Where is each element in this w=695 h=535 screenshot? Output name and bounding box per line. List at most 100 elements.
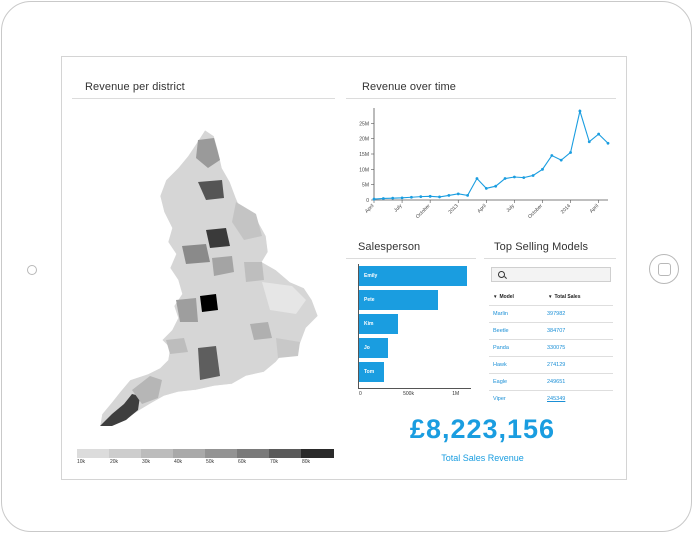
revenue-series-line (373, 108, 609, 200)
total-sales-cell[interactable]: 330075 (547, 345, 566, 351)
total-sales-cell[interactable]: 397982 (547, 311, 566, 317)
salesperson-bar-label: Emily (364, 273, 378, 279)
revenue-data-point[interactable] (419, 195, 423, 199)
salesperson-x-tick-label: 500k (403, 391, 414, 397)
revenue-data-point[interactable] (513, 175, 516, 179)
time-panel-title: Revenue over time (362, 81, 457, 93)
revenue-data-point[interactable] (606, 141, 610, 145)
camera-icon (27, 265, 37, 275)
y-tick-label: 15M (359, 152, 369, 158)
legend-swatch (141, 449, 173, 458)
revenue-data-point[interactable] (494, 184, 498, 188)
map-region-bristol (166, 338, 188, 354)
revenue-data-point[interactable] (587, 140, 591, 144)
revenue-data-point[interactable] (391, 196, 395, 200)
revenue-data-point[interactable] (541, 167, 544, 171)
model-name-cell[interactable]: Panda (493, 345, 509, 351)
model-name-cell[interactable]: Viper (493, 396, 506, 402)
x-tick-label: July (393, 203, 404, 214)
table-row[interactable]: Viper 245349 (489, 390, 613, 408)
legend-swatch (109, 449, 141, 458)
legend-swatch (237, 449, 269, 458)
legend-swatch (77, 449, 109, 458)
map-region-south (198, 346, 220, 380)
salesperson-bar[interactable] (359, 290, 438, 310)
column-header-model[interactable]: ▼ Model (493, 294, 514, 300)
revenue-data-point[interactable] (447, 194, 451, 197)
column-header-total-sales[interactable]: ▼ Total Sales (548, 294, 581, 300)
legend-label: 70k (270, 459, 279, 465)
revenue-data-point[interactable] (569, 151, 572, 154)
map-region-leeds (206, 228, 230, 248)
legend-swatch (173, 449, 205, 458)
model-name-cell[interactable]: Eagle (493, 379, 508, 385)
x-tick-label: April (364, 203, 375, 214)
map-region-london (250, 322, 272, 340)
salesperson-bar[interactable] (359, 362, 384, 382)
x-tick-label: April (476, 203, 487, 214)
revenue-data-point[interactable] (400, 196, 404, 200)
map-region-east-anglia (262, 282, 306, 314)
model-name-cell[interactable]: Hawk (493, 362, 507, 368)
revenue-data-point[interactable] (410, 195, 413, 199)
map-region-tyneside (198, 180, 224, 200)
revenue-data-point[interactable] (531, 174, 535, 177)
revenue-data-point[interactable] (597, 132, 601, 136)
revenue-data-point[interactable] (456, 192, 460, 196)
salesperson-bar[interactable] (359, 314, 399, 334)
search-icon (498, 271, 505, 278)
legend-label: 80k (302, 459, 311, 465)
map-region-sheffield (212, 256, 234, 276)
table-row[interactable]: Hawk 274129 (489, 356, 613, 374)
map-region-england (99, 129, 319, 427)
map-region-midlands (200, 294, 218, 312)
x-tick-label: October (415, 203, 432, 220)
revenue-data-point[interactable] (503, 177, 507, 180)
table-row[interactable]: Eagle 249651 (489, 373, 613, 391)
total-sales-cell[interactable]: 249651 (547, 379, 566, 385)
total-revenue-label: Total Sales Revenue (441, 453, 524, 463)
x-tick-label: October (527, 203, 544, 220)
revenue-data-point[interactable] (381, 197, 385, 200)
revenue-data-point[interactable] (559, 158, 563, 162)
revenue-data-point[interactable] (522, 176, 526, 180)
revenue-data-point[interactable] (372, 197, 376, 201)
map-panel-title: Revenue per district (85, 81, 185, 93)
models-panel-title: Top Selling Models (494, 241, 589, 253)
revenue-data-point[interactable] (475, 177, 479, 180)
model-name-cell[interactable]: Beetle (493, 328, 509, 334)
revenue-data-point[interactable] (428, 194, 432, 198)
salesperson-bar-label: Pete (364, 297, 375, 303)
salesperson-bar[interactable] (359, 266, 468, 286)
salesperson-x-tick-label: 1M (452, 391, 460, 397)
x-tick-label: 2013 (448, 203, 460, 215)
salesperson-bar-label: Jo (364, 345, 370, 351)
total-sales-cell[interactable]: 384707 (547, 328, 566, 334)
revenue-data-point[interactable] (578, 109, 582, 113)
sort-down-icon: ▼ (548, 294, 553, 299)
legend-swatch (205, 449, 237, 458)
revenue-data-point[interactable] (550, 154, 554, 157)
map-region-kent (276, 338, 300, 358)
salesperson-x-axis (358, 388, 471, 389)
legend-label: 30k (142, 459, 151, 465)
models-title-divider (484, 258, 616, 259)
map-region-yorkshire (232, 202, 262, 240)
y-tick-label: 20M (359, 137, 369, 143)
map-region-manchester (182, 244, 210, 264)
model-name-cell[interactable]: Marlin (493, 311, 508, 317)
table-row[interactable]: Marlin 397982 (489, 305, 613, 323)
model-search-input[interactable] (491, 267, 611, 282)
revenue-line-chart: 0 5M 10M 15M 20M 25M April July October 2013 April… (359, 108, 610, 220)
revenue-data-point[interactable] (466, 194, 469, 197)
revenue-data-point[interactable] (438, 195, 441, 199)
revenue-data-point[interactable] (484, 186, 488, 190)
x-tick-label: 2014 (560, 203, 572, 215)
table-row[interactable]: Beetle 384707 (489, 322, 613, 340)
total-sales-cell[interactable]: 274129 (547, 362, 566, 368)
table-row[interactable]: Panda 330075 (489, 339, 613, 357)
salesperson-bar[interactable] (359, 338, 389, 358)
home-button[interactable] (649, 254, 679, 284)
total-sales-cell[interactable]: 245349 (547, 396, 566, 402)
